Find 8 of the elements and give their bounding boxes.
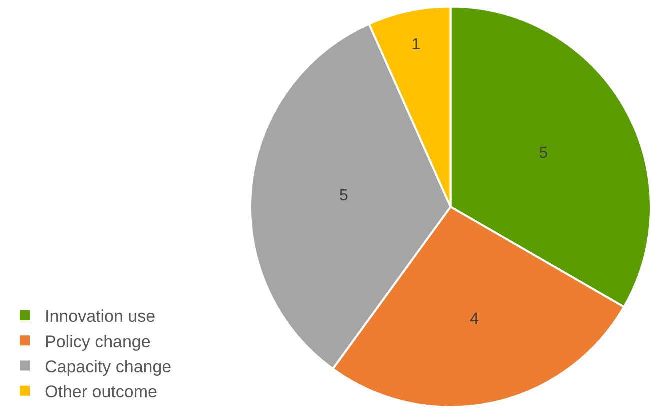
data-label: 5 xyxy=(340,187,349,204)
data-label: 4 xyxy=(470,310,480,328)
legend-label: Innovation use xyxy=(45,307,156,326)
legend-label: Policy change xyxy=(45,332,151,352)
data-label: 5 xyxy=(539,144,548,162)
data-label: 1 xyxy=(412,36,421,54)
legend-label: Other outcome xyxy=(45,382,158,402)
legend-label: Capacity change xyxy=(45,357,172,376)
